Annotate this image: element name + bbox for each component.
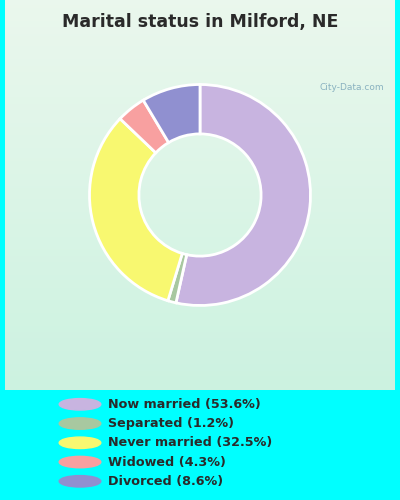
Text: City-Data.com: City-Data.com — [319, 82, 384, 92]
Circle shape — [59, 437, 101, 448]
Circle shape — [59, 456, 101, 468]
Circle shape — [59, 476, 101, 487]
Wedge shape — [168, 254, 187, 303]
Text: Widowed (4.3%): Widowed (4.3%) — [108, 456, 226, 468]
Circle shape — [59, 418, 101, 430]
Wedge shape — [143, 84, 200, 142]
Circle shape — [59, 398, 101, 410]
Text: Divorced (8.6%): Divorced (8.6%) — [108, 475, 223, 488]
Wedge shape — [90, 118, 182, 300]
Wedge shape — [120, 100, 169, 153]
Text: Separated (1.2%): Separated (1.2%) — [108, 417, 234, 430]
Text: Never married (32.5%): Never married (32.5%) — [108, 436, 272, 450]
Text: Marital status in Milford, NE: Marital status in Milford, NE — [62, 12, 338, 30]
Text: Now married (53.6%): Now married (53.6%) — [108, 398, 261, 411]
Wedge shape — [176, 84, 310, 306]
